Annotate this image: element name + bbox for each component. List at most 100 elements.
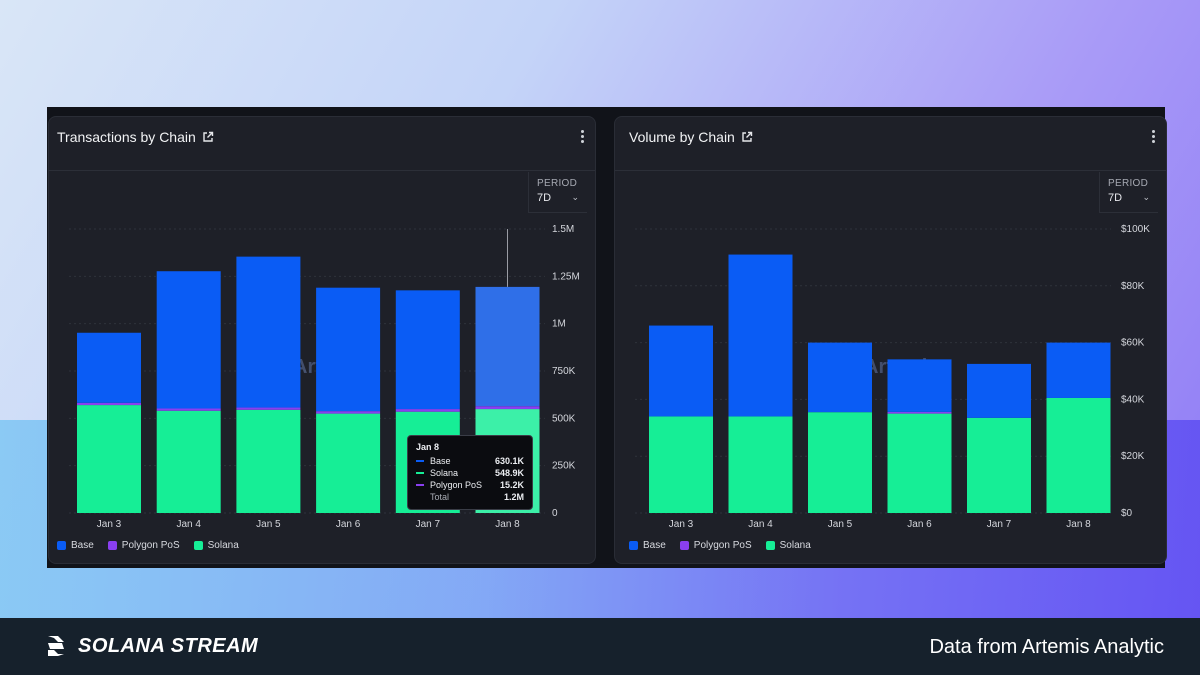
y-tick-label: $40K xyxy=(1121,394,1145,405)
x-tick-label: Jan 5 xyxy=(828,519,853,530)
bar-segment-base[interactable] xyxy=(236,256,301,408)
panel-title-text: Transactions by Chain xyxy=(57,129,196,145)
bar-segment-solana[interactable] xyxy=(649,416,713,513)
footer-bar: SOLANA STREAM Data from Artemis Analytic xyxy=(0,618,1200,675)
bar-segment-solana[interactable] xyxy=(236,409,301,513)
solana-stream-logo-icon xyxy=(48,636,64,656)
y-tick-label: 1.25M xyxy=(552,271,580,282)
bar-segment-base[interactable] xyxy=(887,359,952,412)
y-tick-label: 1.5M xyxy=(552,224,574,235)
bar-segment-base[interactable] xyxy=(728,254,793,417)
y-tick-label: $60K xyxy=(1121,338,1145,349)
tooltip-series-name: Base xyxy=(430,456,451,466)
panel-title[interactable]: Transactions by Chain xyxy=(57,129,214,145)
tooltip-total-label: Total xyxy=(430,492,450,502)
tooltip-title: Jan 8 xyxy=(416,442,440,452)
x-tick-label: Jan 4 xyxy=(748,519,773,530)
y-tick-label: 0 xyxy=(552,508,558,519)
tooltip-series-value: 15.2K xyxy=(499,480,524,490)
x-tick-label: Jan 7 xyxy=(987,519,1012,530)
x-tick-label: Jan 3 xyxy=(97,519,122,530)
legend-item-polygon[interactable]: Polygon PoS xyxy=(107,540,180,551)
chevron-down-icon: ⌄ xyxy=(571,192,579,202)
bar-segment-polygon-pos[interactable] xyxy=(887,411,952,414)
chart-legend: Base Polygon PoS Solana xyxy=(629,540,811,551)
y-tick-label: $20K xyxy=(1121,451,1145,462)
y-tick-label: $80K xyxy=(1121,281,1145,292)
bar-segment-base[interactable] xyxy=(316,287,381,412)
bar-segment-base[interactable] xyxy=(77,332,141,403)
y-tick-label: 500K xyxy=(552,413,576,424)
bar-segment-polygon-pos[interactable] xyxy=(316,411,381,414)
legend-item-polygon[interactable]: Polygon PoS xyxy=(679,540,752,551)
brand: SOLANA STREAM xyxy=(44,634,258,658)
bar-segment-solana[interactable] xyxy=(808,412,872,513)
y-tick-label: $100K xyxy=(1121,224,1150,235)
bar-segment-solana[interactable] xyxy=(77,405,141,513)
more-options-icon[interactable] xyxy=(581,130,585,144)
period-label: PERIOD xyxy=(1108,178,1149,189)
bar-segment-base[interactable] xyxy=(649,325,713,417)
brand-name: SOLANA STREAM xyxy=(78,634,259,657)
bar-segment-base[interactable] xyxy=(475,286,540,407)
tooltip-row: Polygon PoS 15.2K xyxy=(416,479,524,491)
y-tick-label: 750K xyxy=(552,366,576,377)
period-selector[interactable]: PERIOD 7D ⌄ xyxy=(1099,172,1158,213)
y-tick-label: 250K xyxy=(552,461,576,472)
tooltip-series-name: Polygon PoS xyxy=(430,480,483,490)
bar-segment-polygon-pos[interactable] xyxy=(395,409,460,412)
bar-segment-base[interactable] xyxy=(967,363,1031,418)
x-tick-label: Jan 5 xyxy=(256,519,281,530)
tooltip-total-row: Total 1.2M xyxy=(416,491,524,503)
bar-segment-polygon-pos[interactable] xyxy=(475,406,540,410)
y-tick-label: $0 xyxy=(1121,508,1133,519)
legend-item-base[interactable]: Base xyxy=(629,540,666,551)
bar-segment-solana[interactable] xyxy=(728,416,793,513)
x-tick-label: Jan 7 xyxy=(416,519,441,530)
chevron-down-icon: ⌄ xyxy=(1142,192,1150,202)
x-tick-label: Jan 6 xyxy=(907,519,932,530)
bar-segment-solana[interactable] xyxy=(316,413,381,513)
bar-segment-solana[interactable] xyxy=(156,410,221,513)
panel-title[interactable]: Volume by Chain xyxy=(629,129,753,145)
bar-segment-polygon-pos[interactable] xyxy=(156,408,221,411)
x-tick-label: Jan 8 xyxy=(1066,519,1091,530)
bar-segment-base[interactable] xyxy=(156,271,221,409)
tooltip-total-value: 1.2M xyxy=(503,492,524,502)
bar-segment-polygon-pos[interactable] xyxy=(236,407,301,410)
transactions-panel: Transactions by Chain PERIOD 7D ⌄ 0 250K 50… xyxy=(48,116,596,564)
volume-panel: Volume by Chain PERIOD 7D ⌄ $0 $20K $40K $60… xyxy=(614,116,1167,564)
x-tick-label: Jan 3 xyxy=(669,519,694,530)
legend-item-base[interactable]: Base xyxy=(57,540,94,551)
bar-segment-solana[interactable] xyxy=(1046,397,1111,513)
external-link-icon[interactable] xyxy=(741,131,753,143)
bar-segment-polygon-pos[interactable] xyxy=(77,402,141,406)
bar-segment-base[interactable] xyxy=(808,342,872,413)
data-credit: Data from Artemis Analytic xyxy=(929,636,1164,658)
chart-legend: Base Polygon PoS Solana xyxy=(57,540,239,551)
bar-segment-base[interactable] xyxy=(395,290,460,410)
external-link-icon[interactable] xyxy=(202,131,214,143)
more-options-icon[interactable] xyxy=(1152,130,1156,144)
y-tick-label: 1M xyxy=(552,319,566,330)
bar-segment-solana[interactable] xyxy=(967,417,1031,513)
tooltip-series-value: 548.9K xyxy=(494,468,524,478)
bar-segment-base[interactable] xyxy=(1046,342,1111,398)
x-tick-label: Jan 4 xyxy=(176,519,201,530)
x-tick-label: Jan 8 xyxy=(495,519,520,530)
chart-tooltip: Jan 8 Base 630.1K Solana 548.9K Polygon Po… xyxy=(407,435,533,510)
x-tick-label: Jan 6 xyxy=(336,519,361,530)
tooltip-row: Base 630.1K xyxy=(416,455,524,467)
panel-header: Transactions by Chain xyxy=(49,117,595,171)
period-label: PERIOD xyxy=(537,178,578,189)
tooltip-series-name: Solana xyxy=(430,468,459,478)
bar-segment-solana[interactable] xyxy=(887,413,952,513)
tooltip-series-value: 630.1K xyxy=(494,456,524,466)
legend-item-solana[interactable]: Solana xyxy=(765,540,811,551)
tooltip-row: Solana 548.9K xyxy=(416,467,524,479)
panel-title-text: Volume by Chain xyxy=(629,129,735,145)
legend-item-solana[interactable]: Solana xyxy=(193,540,239,551)
period-selector[interactable]: PERIOD 7D ⌄ xyxy=(528,172,587,213)
